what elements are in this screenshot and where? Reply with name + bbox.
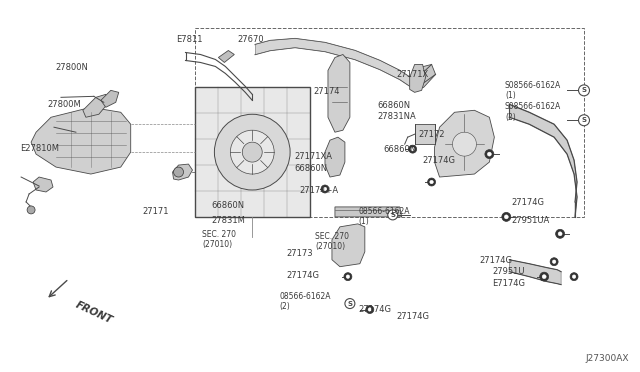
Polygon shape xyxy=(509,104,577,217)
Text: S08566-6162A
(2): S08566-6162A (2) xyxy=(505,102,561,122)
Circle shape xyxy=(428,178,436,186)
Circle shape xyxy=(430,180,433,184)
Text: 27174G: 27174G xyxy=(422,156,455,165)
Text: 27831M: 27831M xyxy=(212,216,246,225)
Text: S: S xyxy=(582,87,586,93)
Circle shape xyxy=(542,275,546,279)
Text: 27171X: 27171X xyxy=(397,70,429,79)
Text: 66860N: 66860N xyxy=(378,101,410,110)
Bar xyxy=(195,28,584,217)
Circle shape xyxy=(579,115,589,126)
Polygon shape xyxy=(410,64,426,92)
Text: 27174G: 27174G xyxy=(287,271,320,280)
Text: 27951UA: 27951UA xyxy=(511,216,550,225)
Text: 27800M: 27800M xyxy=(48,100,81,109)
Polygon shape xyxy=(435,110,494,177)
Text: 27174G: 27174G xyxy=(358,305,391,314)
Text: S: S xyxy=(582,117,586,123)
Circle shape xyxy=(570,273,578,280)
Text: J27300AX: J27300AX xyxy=(586,355,629,363)
Text: 27171: 27171 xyxy=(143,208,169,217)
Circle shape xyxy=(346,275,349,279)
Circle shape xyxy=(452,132,476,156)
Text: 27951U: 27951U xyxy=(492,267,525,276)
Circle shape xyxy=(485,150,494,158)
Text: 27173: 27173 xyxy=(286,249,313,258)
Text: SEC. 270
(27010): SEC. 270 (27010) xyxy=(315,232,349,251)
Text: 27670: 27670 xyxy=(237,35,264,44)
Circle shape xyxy=(540,272,548,281)
Polygon shape xyxy=(410,64,436,89)
Polygon shape xyxy=(83,94,109,117)
Text: S08566-6162A
(1): S08566-6162A (1) xyxy=(505,81,561,100)
Text: E7174G: E7174G xyxy=(492,279,525,288)
Circle shape xyxy=(173,167,184,177)
Text: FRONT: FRONT xyxy=(74,299,114,326)
Circle shape xyxy=(572,275,576,279)
Text: SEC. 270
(27010): SEC. 270 (27010) xyxy=(202,230,236,250)
Circle shape xyxy=(558,232,562,236)
Text: S: S xyxy=(390,212,396,218)
Circle shape xyxy=(556,229,564,238)
Circle shape xyxy=(345,299,355,308)
Polygon shape xyxy=(33,177,53,192)
Circle shape xyxy=(323,187,327,191)
Text: 27174G: 27174G xyxy=(479,256,513,265)
Circle shape xyxy=(368,308,372,311)
Polygon shape xyxy=(31,107,131,174)
Text: 66860N: 66860N xyxy=(212,201,244,210)
Polygon shape xyxy=(325,137,345,177)
Circle shape xyxy=(321,185,329,193)
Circle shape xyxy=(502,212,511,221)
Circle shape xyxy=(504,215,508,219)
Text: 27800N: 27800N xyxy=(56,63,88,72)
Text: 27174: 27174 xyxy=(314,87,340,96)
Circle shape xyxy=(366,305,374,314)
Circle shape xyxy=(552,260,556,263)
Circle shape xyxy=(579,85,589,96)
Polygon shape xyxy=(332,224,365,267)
Text: E7811: E7811 xyxy=(177,35,203,44)
Circle shape xyxy=(344,273,352,280)
Circle shape xyxy=(388,210,397,220)
Bar xyxy=(195,87,310,217)
Polygon shape xyxy=(173,164,193,180)
Text: 66860N: 66860N xyxy=(384,145,417,154)
Text: 27171XA: 27171XA xyxy=(294,152,333,161)
Text: 27174+A: 27174+A xyxy=(300,186,339,195)
Circle shape xyxy=(214,114,290,190)
Circle shape xyxy=(409,145,417,153)
Text: 08566-6162A
(1): 08566-6162A (1) xyxy=(358,207,410,226)
Text: 66860N: 66860N xyxy=(294,164,328,173)
Text: 27174G: 27174G xyxy=(397,312,429,321)
Polygon shape xyxy=(509,260,561,285)
Text: E27810M: E27810M xyxy=(20,144,60,153)
Circle shape xyxy=(550,258,558,266)
Text: S: S xyxy=(348,301,353,307)
Text: 08566-6162A
(2): 08566-6162A (2) xyxy=(280,292,332,311)
Polygon shape xyxy=(335,207,402,217)
Circle shape xyxy=(27,206,35,214)
Circle shape xyxy=(487,152,492,156)
Polygon shape xyxy=(101,90,119,107)
Polygon shape xyxy=(328,54,350,132)
Circle shape xyxy=(230,130,274,174)
Polygon shape xyxy=(218,51,234,62)
Circle shape xyxy=(243,142,262,162)
Text: 27172: 27172 xyxy=(419,130,445,140)
Circle shape xyxy=(411,147,415,151)
Text: 27831NA: 27831NA xyxy=(378,112,416,121)
Polygon shape xyxy=(255,39,415,89)
Text: 27174G: 27174G xyxy=(511,198,544,207)
Polygon shape xyxy=(415,124,435,144)
